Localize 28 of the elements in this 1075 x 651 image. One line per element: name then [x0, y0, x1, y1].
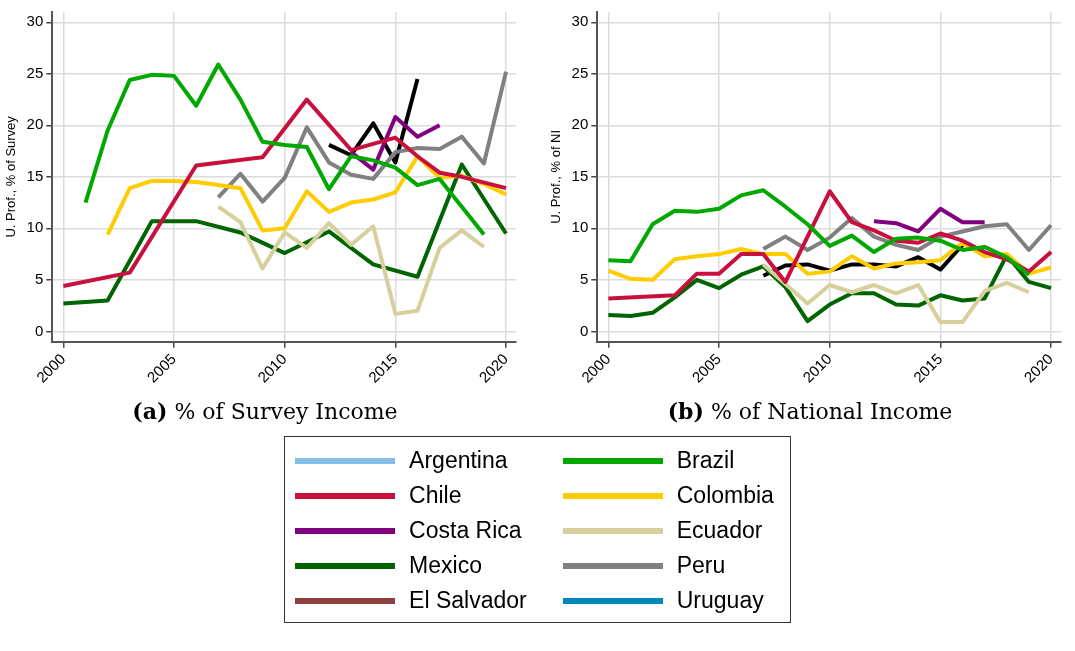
- y-tick-label: 30: [26, 12, 44, 30]
- y-tick-label: 0: [34, 321, 44, 339]
- y-tick-label: 25: [571, 63, 589, 81]
- y-tick-label: 10: [571, 218, 589, 236]
- legend-label: Brazil: [676, 447, 735, 474]
- legend-label: Costa Rica: [409, 517, 522, 544]
- y-tick-label: 5: [34, 270, 44, 287]
- y-tick-label: 30: [571, 12, 589, 30]
- y-tick-label: 15: [571, 166, 589, 184]
- y-tick-label: 20: [571, 115, 589, 133]
- y-tick-label: 20: [26, 115, 44, 133]
- y-tick-label: 5: [579, 270, 589, 287]
- legend-label: Ecuador: [676, 517, 763, 544]
- legend-label: Argentina: [409, 447, 508, 474]
- text: (a) % of Survey Income: [132, 398, 398, 424]
- y-tick-label: 0: [579, 321, 589, 339]
- legend-label: El Salvador: [409, 587, 527, 614]
- legend-label: Colombia: [676, 482, 774, 509]
- y-tick-label: 15: [26, 166, 44, 184]
- y-axis-title: U. Prof., % of Survey: [3, 115, 19, 238]
- y-tick-label: 25: [26, 63, 44, 81]
- legend-label: Chile: [409, 482, 462, 509]
- legend-label: Uruguay: [676, 587, 764, 614]
- y-tick-label: 10: [26, 218, 44, 236]
- legend-label: Peru: [676, 552, 726, 579]
- y-axis-title: U. Prof., % of NI: [548, 129, 564, 224]
- legend-label: Mexico: [409, 552, 482, 579]
- text: (b) % of National Income: [667, 398, 953, 424]
